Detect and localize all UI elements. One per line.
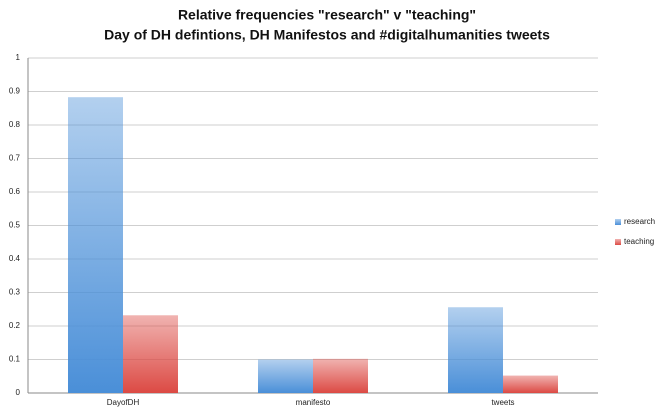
y-tick-label: 0.6 — [9, 187, 21, 196]
y-tick-label: 0 — [16, 388, 21, 397]
y-tick-label: 0.7 — [9, 154, 21, 163]
bar — [503, 375, 558, 393]
x-tick-label: DayofDH — [107, 398, 140, 407]
y-tick-label: 0.4 — [9, 254, 21, 263]
x-tick-label: manifesto — [296, 398, 331, 407]
legend-label: research — [624, 217, 655, 226]
y-tick-label: 0.1 — [9, 355, 21, 364]
legend-swatch — [615, 239, 621, 245]
y-tick-label: 0.9 — [9, 87, 21, 96]
bar — [68, 97, 123, 393]
chart-subtitle: Day of DH defintions, DH Manifestos and … — [104, 27, 550, 43]
legend-swatch — [615, 219, 621, 225]
x-tick-label: tweets — [491, 398, 514, 407]
bar — [258, 359, 313, 393]
y-tick-label: 0.3 — [9, 288, 21, 297]
y-tick-label: 0.2 — [9, 321, 21, 330]
y-tick-label: 0.8 — [9, 120, 21, 129]
legend-label: teaching — [624, 237, 654, 246]
bar — [448, 307, 503, 393]
bar — [313, 358, 368, 393]
bar — [123, 315, 178, 393]
y-tick-label: 0.5 — [9, 221, 21, 230]
chart-title: Relative frequencies "research" v "teach… — [178, 7, 476, 23]
y-tick-label: 1 — [16, 53, 21, 62]
